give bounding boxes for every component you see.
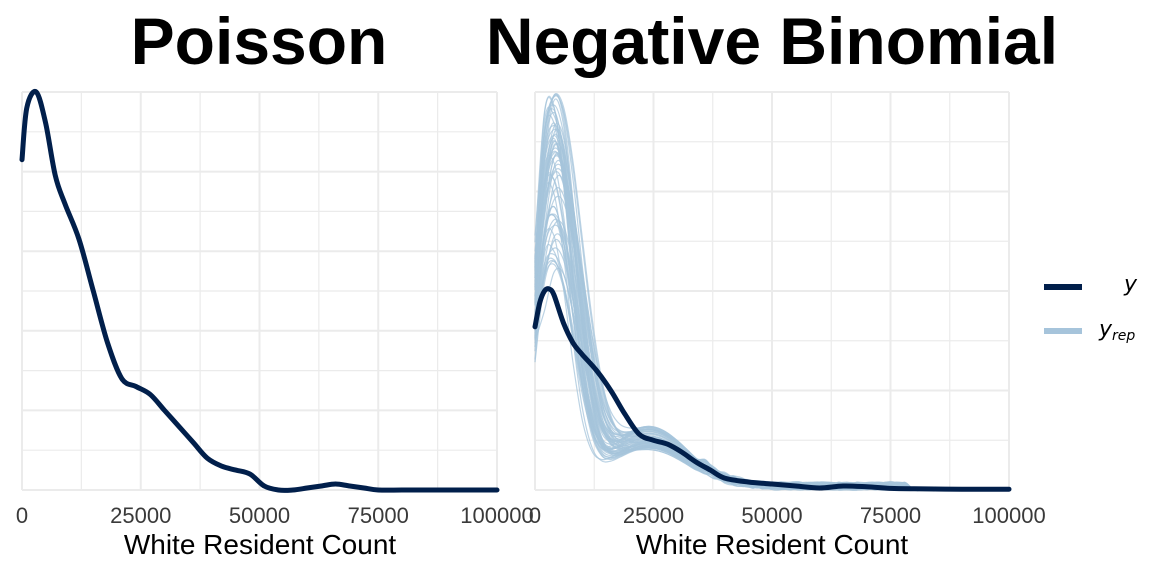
poisson-x-ticks: 0 25000 50000 75000 100000 <box>16 503 534 528</box>
legend-y-label: y <box>1123 272 1138 297</box>
legend-yrep-label: yrep <box>1098 317 1135 344</box>
x-tick-label: 50000 <box>741 503 802 528</box>
negative-binomial-panel: 0 25000 50000 75000 100000 White Resident Co… <box>529 91 1046 560</box>
x-tick-label: 75000 <box>348 503 409 528</box>
x-tick-label: 100000 <box>460 503 533 528</box>
negbin-x-ticks: 0 25000 50000 75000 100000 <box>529 503 1046 528</box>
negbin-y-density-line <box>532 286 1012 492</box>
legend-yrep-subscript: rep <box>1112 328 1135 344</box>
panel-title-negative-binomial: Negative Binomial <box>486 4 1058 78</box>
negbin-x-axis-label: White Resident Count <box>636 529 909 560</box>
x-tick-label: 75000 <box>860 503 921 528</box>
poisson-panel: 0 25000 50000 75000 100000 White Resident Co… <box>16 88 534 560</box>
x-tick-label: 100000 <box>972 503 1045 528</box>
legend-yrep-main: y <box>1098 317 1113 342</box>
x-tick-label: 0 <box>529 503 541 528</box>
poisson-gridlines <box>21 91 498 491</box>
x-tick-label: 25000 <box>110 503 171 528</box>
x-tick-label: 25000 <box>623 503 684 528</box>
poisson-x-axis-label: White Resident Count <box>124 529 397 560</box>
poisson-y-density-line <box>19 88 500 493</box>
legend: y yrep <box>1044 272 1138 344</box>
x-tick-label: 0 <box>16 503 28 528</box>
panel-title-poisson: Poisson <box>131 4 388 78</box>
x-tick-label: 50000 <box>229 503 290 528</box>
